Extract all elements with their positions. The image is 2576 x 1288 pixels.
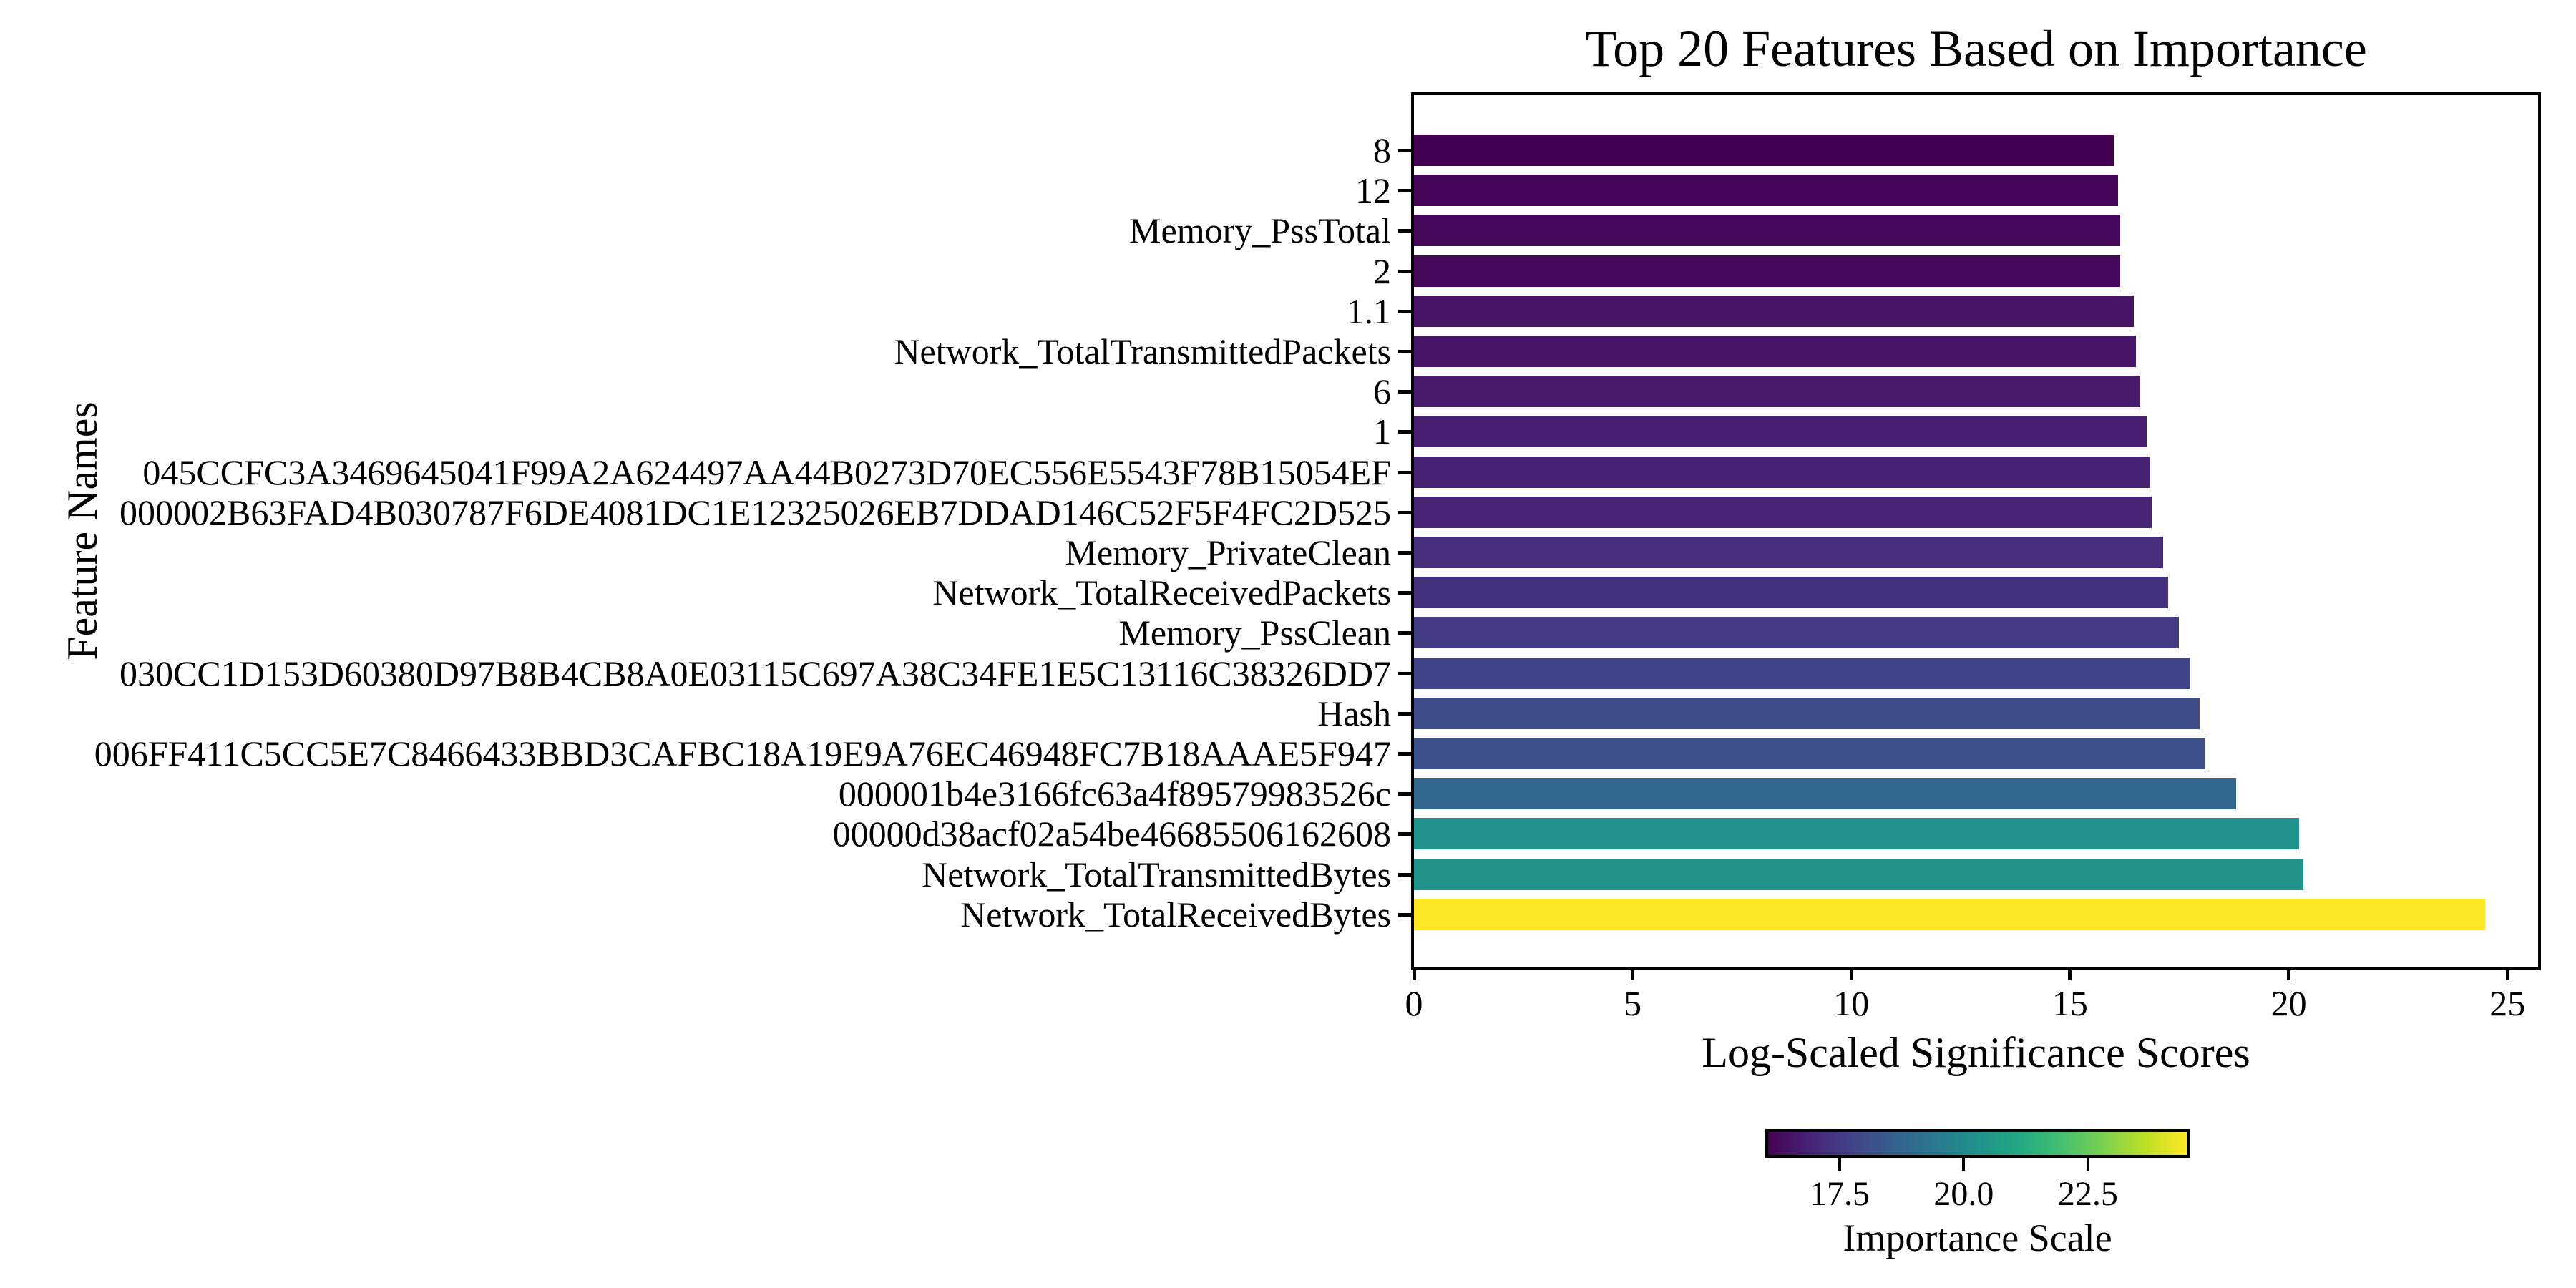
x-tick-mark bbox=[2505, 967, 2509, 980]
bar bbox=[1414, 778, 2236, 810]
y-tick-label: 1.1 bbox=[1346, 291, 1392, 331]
y-tick-mark bbox=[1398, 792, 1411, 796]
y-tick-mark bbox=[1398, 671, 1411, 675]
y-tick-label: 000002B63FAD4B030787F6DE4081DC1E12325026… bbox=[119, 492, 1391, 532]
bar bbox=[1414, 657, 2190, 689]
colorbar-gradient bbox=[1765, 1129, 2190, 1158]
y-tick-label: Network_TotalReceivedBytes bbox=[960, 894, 1391, 935]
y-tick-mark bbox=[1398, 309, 1411, 313]
x-tick-mark bbox=[2287, 967, 2291, 980]
bar bbox=[1414, 898, 2485, 930]
bar bbox=[1414, 496, 2152, 528]
bar bbox=[1414, 175, 2118, 207]
y-tick-mark bbox=[1398, 752, 1411, 756]
y-tick-mark bbox=[1398, 189, 1411, 193]
y-tick-mark bbox=[1398, 510, 1411, 514]
x-tick-label: 20 bbox=[2270, 983, 2307, 1023]
y-tick-mark bbox=[1398, 591, 1411, 595]
x-tick-mark bbox=[1631, 967, 1635, 980]
bar bbox=[1414, 738, 2205, 769]
y-tick-label: Memory_PssTotal bbox=[1129, 210, 1391, 251]
colorbar-label: Importance Scale bbox=[1843, 1216, 2112, 1259]
x-tick-mark bbox=[1412, 967, 1416, 980]
bar bbox=[1414, 135, 2114, 166]
x-tick-label: 15 bbox=[2051, 983, 2088, 1023]
y-tick-label: Network_TotalTransmittedBytes bbox=[922, 854, 1391, 894]
bar bbox=[1414, 617, 2179, 649]
y-tick-mark bbox=[1398, 269, 1411, 273]
x-axis-label: Log-Scaled Significance Scores bbox=[1702, 1029, 2250, 1076]
y-tick-label: 006FF411C5CC5E7C8466433BBD3CAFBC18A19E9A… bbox=[94, 733, 1391, 774]
bar bbox=[1414, 537, 2163, 568]
colorbar-tick-mark bbox=[2086, 1158, 2089, 1171]
y-tick-mark bbox=[1398, 912, 1411, 917]
bar bbox=[1414, 577, 2168, 609]
y-tick-mark bbox=[1398, 350, 1411, 353]
bar bbox=[1414, 336, 2136, 367]
y-tick-label: Hash bbox=[1317, 693, 1391, 733]
colorbar-tick-label: 17.5 bbox=[1810, 1175, 1870, 1213]
bar bbox=[1414, 456, 2150, 488]
y-tick-label: Memory_PssClean bbox=[1118, 613, 1391, 653]
x-tick-mark bbox=[2068, 967, 2072, 980]
x-tick-label: 25 bbox=[2489, 983, 2526, 1023]
x-tick-label: 0 bbox=[1405, 983, 1423, 1023]
y-tick-mark bbox=[1398, 872, 1411, 877]
y-tick-label: 000001b4e3166fc63a4f89579983526c bbox=[838, 774, 1391, 814]
y-tick-mark bbox=[1398, 430, 1411, 434]
y-tick-label: 2 bbox=[1373, 250, 1391, 291]
x-tick-label: 5 bbox=[1624, 983, 1642, 1023]
bar bbox=[1414, 416, 2147, 448]
bar bbox=[1414, 255, 2120, 287]
colorbar-tick-mark bbox=[1838, 1158, 1842, 1171]
plot-area bbox=[1411, 92, 2541, 970]
y-tick-mark bbox=[1398, 711, 1411, 716]
y-tick-mark bbox=[1398, 631, 1411, 635]
bar bbox=[1414, 215, 2120, 247]
y-tick-label: 045CCFC3A3469645041F99A2A624497AA44B0273… bbox=[142, 452, 1391, 492]
y-tick-label: 1 bbox=[1373, 411, 1391, 452]
y-tick-mark bbox=[1398, 551, 1411, 555]
bar bbox=[1414, 818, 2299, 850]
y-tick-label: 6 bbox=[1373, 371, 1391, 412]
y-tick-mark bbox=[1398, 149, 1411, 152]
y-tick-mark bbox=[1398, 390, 1411, 394]
y-tick-label: Network_TotalReceivedPackets bbox=[932, 572, 1391, 613]
y-tick-mark bbox=[1398, 229, 1411, 233]
y-tick-label: 00000d38acf02a54be46685506162608 bbox=[832, 814, 1391, 854]
y-tick-label: Network_TotalTransmittedPackets bbox=[894, 331, 1391, 371]
bar bbox=[1414, 697, 2200, 729]
x-tick-label: 10 bbox=[1833, 983, 1870, 1023]
bar bbox=[1414, 376, 2140, 408]
bar bbox=[1414, 295, 2134, 327]
y-tick-label: 8 bbox=[1373, 130, 1391, 170]
y-tick-label: Memory_PrivateClean bbox=[1065, 532, 1391, 572]
colorbar-tick-mark bbox=[1962, 1158, 1966, 1171]
chart-title: Top 20 Features Based on Importance bbox=[1585, 20, 2367, 77]
y-tick-mark bbox=[1398, 832, 1411, 836]
y-tick-label: 12 bbox=[1355, 170, 1391, 211]
colorbar-tick-label: 22.5 bbox=[2057, 1175, 2118, 1213]
x-tick-mark bbox=[1849, 967, 1853, 980]
y-tick-mark bbox=[1398, 470, 1411, 474]
bar bbox=[1414, 858, 2303, 890]
y-tick-label: 030CC1D153D60380D97B8B4CB8A0E03115C697A3… bbox=[119, 653, 1391, 693]
colorbar-tick-label: 20.0 bbox=[1933, 1175, 1994, 1213]
